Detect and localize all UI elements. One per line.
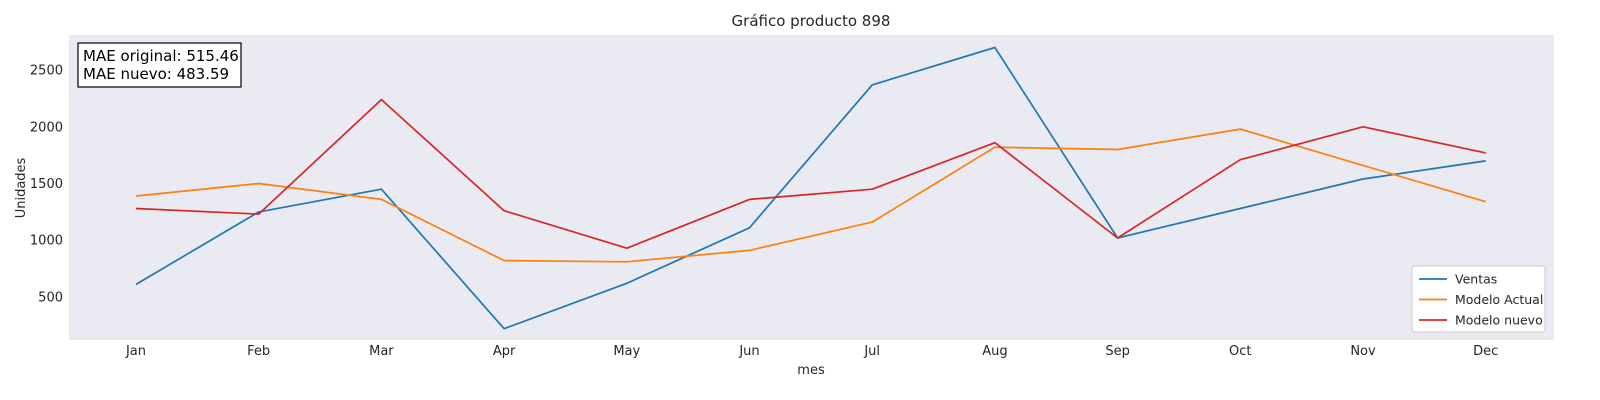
- legend-label: Ventas: [1455, 272, 1497, 287]
- mae-annotation-box: MAE original: 515.46 MAE nuevo: 483.59: [77, 42, 242, 88]
- x-tick-label: Feb: [247, 344, 270, 359]
- y-axis-label: Unidades: [14, 157, 29, 218]
- legend-label: Modelo Actual: [1455, 292, 1543, 307]
- plot-area: [69, 35, 1554, 340]
- series-line-modelo-actual: [135, 128, 1486, 263]
- x-axis-label: mes: [797, 363, 825, 378]
- x-axis-ticks: Jan Feb Mar Apr May Jun Jul Aug Sep Oct Nov Dec: [125, 344, 1498, 359]
- x-tick-label: Sep: [1105, 344, 1130, 359]
- y-tick-label: 500: [38, 290, 63, 305]
- y-tick-label: 2000: [30, 120, 63, 135]
- series-lines: [135, 46, 1486, 330]
- x-tick-label: Aug: [982, 344, 1007, 359]
- mae-original-text: MAE original: 515.46: [83, 47, 239, 65]
- legend-label: Modelo nuevo: [1455, 313, 1543, 328]
- x-tick-label: Apr: [493, 344, 516, 359]
- x-tick-label: May: [613, 344, 640, 359]
- series-line-modelo-nuevo: [135, 98, 1486, 250]
- x-tick-label: Oct: [1229, 344, 1251, 359]
- series-line-ventas: [135, 46, 1486, 330]
- x-tick-label: Dec: [1473, 344, 1498, 359]
- y-tick-label: 1500: [30, 177, 63, 192]
- y-tick-label: 1000: [30, 234, 63, 249]
- x-tick-label: Jun: [738, 344, 759, 359]
- chart-title: Gráfico producto 898: [732, 12, 891, 30]
- x-tick-label: Jan: [125, 344, 146, 359]
- legend: Ventas Modelo Actual Modelo nuevo: [1411, 265, 1546, 333]
- x-tick-label: Jul: [863, 344, 880, 359]
- y-axis-ticks: 500 1000 1500 2000 2500: [30, 64, 63, 306]
- y-tick-label: 2500: [30, 64, 63, 79]
- mae-nuevo-text: MAE nuevo: 483.59: [83, 65, 229, 83]
- x-tick-label: Mar: [369, 344, 394, 359]
- x-tick-label: Nov: [1350, 344, 1376, 359]
